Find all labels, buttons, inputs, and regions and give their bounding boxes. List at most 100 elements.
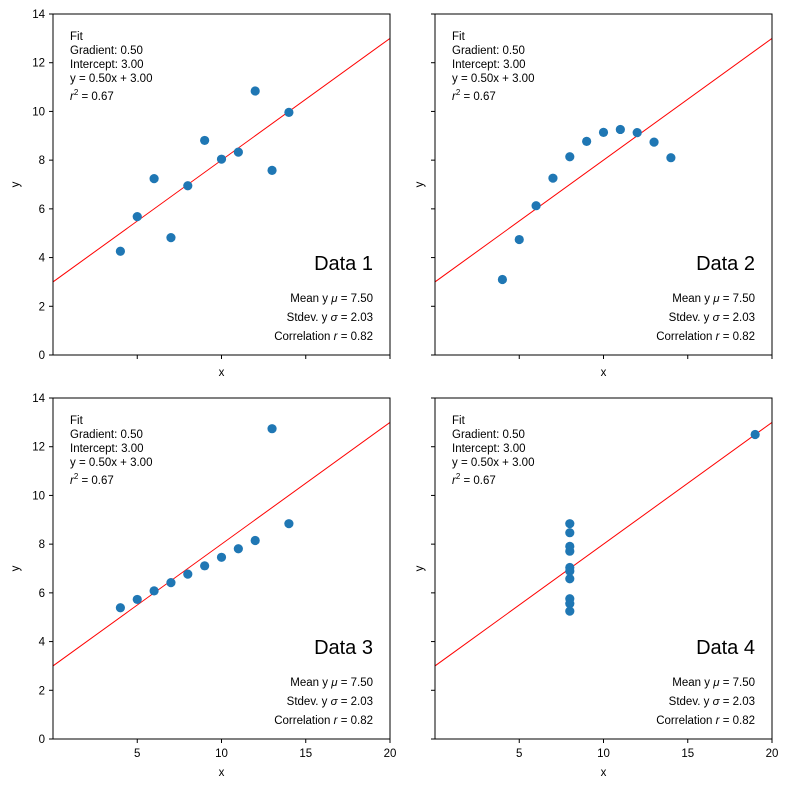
fit-r-squared: r2 = 0.67 (70, 88, 114, 103)
y-tick-label: 8 (39, 539, 45, 551)
fit-gradient: Gradient: 0.50 (452, 429, 525, 441)
fit-line (435, 37, 772, 283)
data-point (750, 429, 760, 440)
data-point (548, 173, 558, 183)
panel-title: Data 1 (314, 253, 373, 275)
stat-correlation: Correlation r = 0.82 (656, 331, 755, 343)
data-point (632, 128, 642, 138)
fit-gradient: Gradient: 0.50 (70, 429, 143, 441)
data-point (565, 566, 575, 576)
data-point (514, 234, 524, 245)
data-point (183, 569, 193, 579)
panel-title: Data 2 (696, 253, 755, 275)
data-point (115, 603, 125, 613)
y-tick-label: 2 (39, 301, 45, 313)
fit-line (435, 421, 772, 667)
stat-stdev: Stdev. y σ = 2.03 (287, 696, 373, 708)
x-tick-label: 5 (516, 748, 522, 760)
panel-4: 5 10 15 20 x y Fit Gradient: 0.50 Intercept: 3.0… (414, 397, 779, 779)
fit-equation: y = 0.50x + 3.00 (452, 457, 534, 469)
stat-stdev: Stdev. y σ = 2.03 (669, 696, 755, 708)
data-point (565, 598, 575, 609)
stat-mean: Mean y μ = 7.50 (290, 677, 373, 689)
data-point (149, 174, 159, 184)
data-point (250, 86, 260, 96)
x-tick-label: 15 (299, 748, 312, 760)
data-point (183, 181, 193, 191)
fit-intercept: Intercept: 3.00 (70, 443, 144, 455)
x-tick-label: 20 (766, 748, 779, 760)
data-point (565, 152, 575, 162)
data-point (565, 528, 575, 538)
fit-gradient: Gradient: 0.50 (70, 45, 143, 57)
y-tick-label: 6 (39, 204, 45, 216)
y-tick-label: 6 (39, 588, 45, 600)
data-point (233, 147, 243, 157)
fit-intercept: Intercept: 3.00 (452, 443, 526, 455)
panel-3: 5 10 15 20 0 2 4 6 8 10 12 14 x y Fit Gradient: 0.50 Int… (10, 393, 396, 779)
fit-line (53, 421, 390, 667)
fit-equation: y = 0.50x + 3.00 (70, 73, 152, 85)
x-tick-label: 15 (681, 748, 694, 760)
y-tick-label: 4 (39, 253, 46, 265)
data-point (166, 232, 176, 243)
stat-stdev: Stdev. y σ = 2.03 (287, 312, 373, 324)
y-axis-label: y (414, 565, 426, 571)
data-point (149, 586, 159, 596)
panel-1: 0 2 4 6 8 10 12 14 x y Fit Gradient: 0.50 Intercept:… (10, 9, 391, 379)
y-tick-label: 0 (39, 734, 45, 746)
fit-r-squared: r2 = 0.67 (452, 472, 496, 487)
fit-equation: y = 0.50x + 3.00 (452, 73, 534, 85)
x-tick-label: 10 (597, 748, 610, 760)
stat-correlation: Correlation r = 0.82 (656, 715, 755, 727)
fit-equation: y = 0.50x + 3.00 (70, 457, 152, 469)
data-point (233, 544, 243, 554)
data-point (649, 137, 659, 147)
stat-mean: Mean y μ = 7.50 (672, 293, 755, 305)
stat-correlation: Correlation r = 0.82 (274, 715, 373, 727)
data-point (598, 127, 609, 137)
data-point (200, 135, 210, 146)
data-point (531, 201, 541, 211)
data-point (132, 594, 142, 605)
data-point (615, 124, 625, 135)
data-point (166, 578, 176, 588)
data-point (565, 519, 575, 529)
data-point (666, 153, 676, 163)
y-tick-label: 14 (32, 393, 45, 405)
panel-title: Data 3 (314, 637, 373, 659)
y-tick-label: 10 (32, 106, 45, 118)
fit-title: Fit (70, 415, 84, 427)
x-axis-label: x (219, 367, 225, 379)
data-point (565, 574, 575, 584)
data-point (200, 561, 210, 571)
fit-title: Fit (70, 31, 84, 43)
panel-2: x y Fit Gradient: 0.50 Intercept: 3.00 y = 0.… (414, 13, 773, 379)
stat-stdev: Stdev. y σ = 2.03 (669, 312, 755, 324)
fit-r-squared: r2 = 0.67 (70, 472, 114, 487)
y-axis-label: y (10, 565, 22, 571)
y-axis-label: y (10, 181, 22, 187)
x-tick-label: 10 (215, 748, 228, 760)
data-point (267, 424, 277, 434)
data-point (284, 519, 294, 529)
fit-title: Fit (452, 31, 466, 43)
y-tick-label: 10 (32, 490, 45, 502)
data-point (132, 212, 142, 222)
x-axis-label: x (219, 767, 225, 779)
stat-mean: Mean y μ = 7.50 (290, 293, 373, 305)
stat-correlation: Correlation r = 0.82 (274, 331, 373, 343)
x-tick-label: 20 (384, 748, 397, 760)
data-point (267, 165, 277, 175)
data-point (216, 552, 227, 562)
y-axis-label: y (414, 181, 426, 187)
y-tick-label: 12 (32, 442, 45, 454)
y-tick-label: 2 (39, 685, 45, 697)
data-point (284, 107, 294, 118)
x-tick-label: 5 (134, 748, 140, 760)
data-point (115, 246, 125, 256)
y-tick-label: 8 (39, 155, 45, 167)
fit-title: Fit (452, 415, 466, 427)
x-axis-label: x (601, 367, 607, 379)
